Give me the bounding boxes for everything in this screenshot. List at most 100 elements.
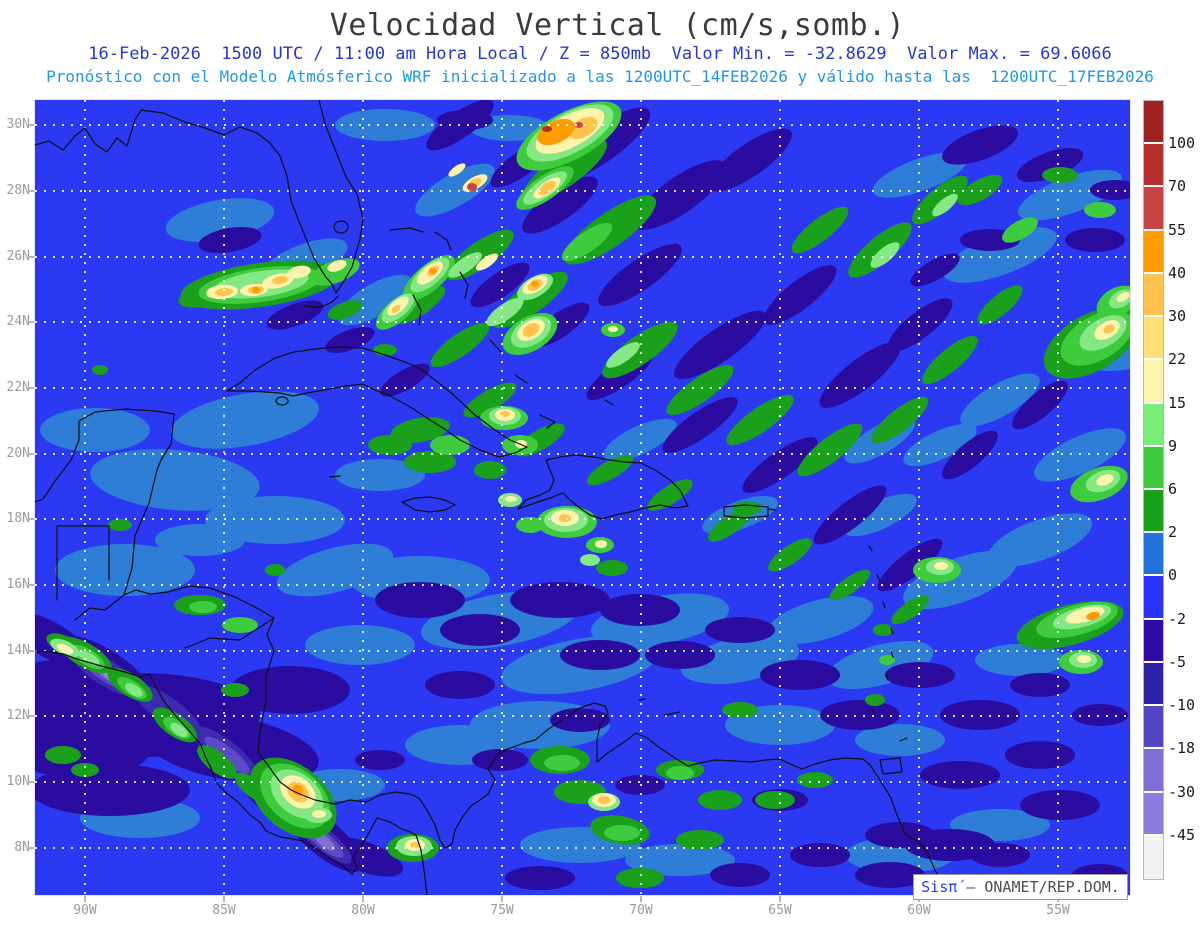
lat-tick — [28, 847, 34, 849]
contour-patch — [826, 641, 934, 689]
colorbar-segment — [1144, 273, 1163, 318]
contour-patch — [92, 365, 108, 375]
contour-patch — [1012, 380, 1068, 430]
contour-patch — [662, 397, 738, 453]
lon-tick-label: 60W — [907, 903, 931, 918]
contour-patch — [1020, 790, 1100, 820]
contour-patch — [559, 514, 571, 522]
lon-tick-label: 75W — [490, 903, 514, 918]
lat-tick — [28, 781, 34, 783]
colorbar-segment — [1144, 101, 1163, 145]
sispi-logo-text: Sisπ́ — [921, 878, 958, 896]
colorbar-tick-label: 22 — [1168, 350, 1187, 369]
contour-patch — [1090, 180, 1130, 200]
lat-tick — [28, 453, 34, 455]
contour-patch — [430, 322, 490, 368]
lon-tick — [362, 896, 364, 902]
colorbar-tick-label: -30 — [1168, 782, 1196, 801]
lat-tick-label: 30N — [6, 117, 30, 132]
lat-tick-label: 26N — [6, 249, 30, 264]
contour-patch — [708, 508, 752, 542]
lat-tick-label: 24N — [6, 314, 30, 329]
contour-patch — [698, 790, 742, 810]
contour-patch — [522, 323, 540, 337]
lat-tick — [28, 387, 34, 389]
colorbar-tick-label: 40 — [1168, 263, 1187, 282]
contour-patch — [327, 837, 403, 877]
contour-patch — [90, 449, 260, 511]
contour-patch — [522, 176, 598, 234]
contour-patch — [733, 501, 761, 515]
colorbar-tick-label: -18 — [1168, 739, 1196, 758]
contour-patch — [448, 252, 482, 278]
contour-patch — [934, 562, 948, 570]
lat-tick-label: 20N — [6, 446, 30, 461]
contour-patch — [645, 641, 715, 669]
contour-patch — [1072, 704, 1128, 726]
contour-patch — [550, 708, 610, 732]
contour-patch — [606, 342, 640, 368]
colorbar-tick-label: 70 — [1168, 177, 1187, 196]
contour-patch — [266, 300, 324, 330]
contour-patch — [763, 265, 837, 325]
lat-tick-label: 22N — [6, 380, 30, 395]
lat-tick-label: 8N — [14, 840, 30, 855]
contour-patch — [674, 310, 766, 380]
contour-patch — [171, 391, 319, 449]
contour-patch — [252, 287, 260, 293]
contour-patch — [760, 660, 840, 690]
contour-patches — [35, 100, 1130, 890]
contour-patch — [305, 625, 415, 665]
contour-patch — [710, 863, 770, 887]
lon-tick-label: 80W — [351, 903, 375, 918]
contour-patch — [819, 342, 901, 408]
contour-patch — [600, 594, 680, 626]
contour-patch — [1116, 292, 1130, 302]
contour-patch — [448, 163, 466, 177]
contour-patch — [766, 596, 874, 644]
contour-patch — [891, 595, 929, 625]
lon-tick — [779, 896, 781, 902]
lon-tick — [501, 896, 503, 902]
lon-tick — [640, 896, 642, 902]
colorbar-tick-label: -5 — [1168, 652, 1187, 671]
contour-patch — [505, 496, 517, 502]
contour-patch — [355, 750, 405, 770]
colorbar-segment — [1144, 489, 1163, 534]
contour-patch — [1065, 228, 1125, 252]
lon-tick-label: 70W — [629, 903, 653, 918]
contour-patch — [35, 764, 190, 816]
colorbar-segment — [1144, 317, 1163, 361]
lon-tick — [223, 896, 225, 902]
contour-patch — [327, 300, 363, 320]
lat-tick — [28, 256, 34, 258]
contour-patch — [903, 550, 1017, 610]
contour-patch — [437, 110, 493, 130]
contour-patch — [531, 281, 539, 287]
contour-patch — [380, 363, 430, 397]
contour-patch — [885, 662, 955, 688]
coastline — [333, 220, 349, 234]
coastline — [275, 396, 289, 406]
coastline — [723, 504, 769, 519]
contour-patch — [843, 493, 917, 537]
contour-patch — [768, 538, 812, 572]
contour-patch — [71, 763, 99, 777]
contour-patch — [35, 722, 150, 778]
lon-tick-label: 55W — [1046, 903, 1070, 918]
contour-patch — [222, 617, 258, 633]
colorbar-segment — [1144, 187, 1163, 231]
contour-patch — [1086, 611, 1100, 621]
contour-patch — [920, 761, 1000, 789]
contour-patch — [575, 122, 583, 128]
contour-patch — [595, 540, 607, 548]
contour-patch — [829, 569, 871, 601]
contour-patch — [155, 524, 245, 556]
contour-patch — [205, 496, 345, 544]
contour-patch — [375, 582, 465, 618]
contour-patch — [1010, 673, 1070, 697]
model-info-line: Pronóstico con el Modelo Atmósferico WRF… — [46, 67, 1154, 86]
contour-patch — [873, 624, 893, 636]
contour-patch — [676, 830, 724, 850]
